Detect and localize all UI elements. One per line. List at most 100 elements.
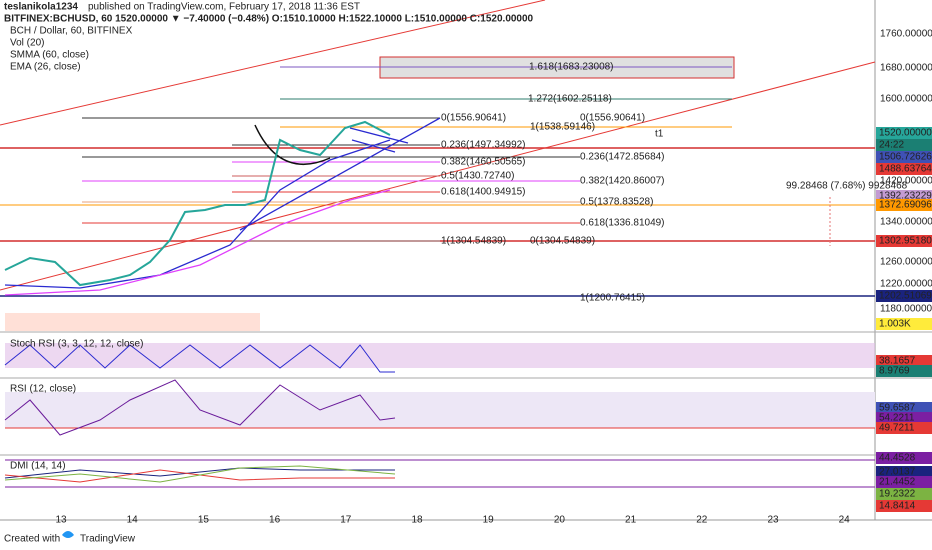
price-tag: 1488.63764 xyxy=(879,164,932,175)
fib-label: 1(1200.76415) xyxy=(580,293,645,304)
panel-title: RSI (12, close) xyxy=(10,384,76,395)
cup-drawing xyxy=(254,124,331,166)
price-label: 1260.00000 xyxy=(880,257,932,268)
dmi-adx xyxy=(4,467,395,479)
fib-label: 1(1538.59146) xyxy=(530,122,595,133)
stoch-tag-bg xyxy=(876,365,932,377)
panel-title: Stoch RSI (3, 3, 12, 12, close) xyxy=(10,339,143,350)
stoch-tag: 38.1657 xyxy=(879,356,916,367)
fib-label: 0(1556.90641) xyxy=(441,113,506,124)
price-tag-bg xyxy=(876,139,932,151)
fib-label: 1.618(1683.23008) xyxy=(529,62,614,73)
rsi-band xyxy=(5,392,875,428)
dmi-tag-bg xyxy=(876,466,932,478)
legend-item: Vol (20) xyxy=(10,38,44,49)
fib-lines xyxy=(82,66,732,242)
time-label: 24 xyxy=(839,515,851,526)
time-label: 20 xyxy=(554,515,566,526)
time-label: 16 xyxy=(269,515,281,526)
price-tag-bg xyxy=(876,318,932,330)
time-label: 13 xyxy=(55,515,67,526)
price-label: 1760.00000 xyxy=(880,29,932,40)
fib-label: 0.236(1497.34992) xyxy=(441,140,526,151)
stoch-line xyxy=(4,344,395,373)
author: teslanikola1234 xyxy=(4,2,78,13)
price-tag: 1520.00000 xyxy=(879,128,932,139)
panel-title: DMI (14, 14) xyxy=(10,461,66,472)
dmi-tag-bg xyxy=(876,476,932,488)
price-label: 1680.00000 xyxy=(880,63,932,74)
legend-item: BCH / Dollar, 60, BITFINEX xyxy=(10,26,133,37)
legend-item: EMA (26, close) xyxy=(10,62,81,73)
smma-line xyxy=(4,189,391,296)
footer-created: Created with xyxy=(4,534,60,545)
price-tag: 1372.69096 xyxy=(879,200,932,211)
price-label: 1420.00000 xyxy=(880,176,932,187)
rsi-tag: 59.6587 xyxy=(879,403,916,414)
dmi-tag-bg xyxy=(876,488,932,500)
fib-label: 0.5(1430.72740) xyxy=(441,171,514,182)
legend-item: SMMA (60, close) xyxy=(10,50,89,61)
price-label: 1600.00000 xyxy=(880,94,932,105)
fib-label: 0.382(1460.50565) xyxy=(441,157,526,168)
trend-line xyxy=(0,0,546,126)
price-tag-bg xyxy=(876,199,932,211)
price-tag-bg xyxy=(876,290,932,302)
fib-label: 0(1556.90641) xyxy=(580,113,645,124)
price-label: 1220.00000 xyxy=(880,279,932,290)
fib-label: 1(1304.54839) xyxy=(441,236,506,247)
price-tag: 1302.95180 xyxy=(879,236,932,247)
published: published on TradingView.com, February 1… xyxy=(88,2,360,13)
fib-label: 1.272(1602.25118) xyxy=(528,94,612,105)
tv-logo xyxy=(62,531,74,538)
dmi-tag: 19.2322 xyxy=(879,489,916,500)
fib-label: 0.618(1400.94915) xyxy=(441,187,526,198)
stoch-band xyxy=(5,343,875,368)
rsi-tag-bg xyxy=(876,422,932,434)
dmi-tag: 27.0137 xyxy=(879,467,916,478)
price-tag-bg xyxy=(876,151,932,163)
fib-label: 0.618(1336.81049) xyxy=(580,218,665,229)
dmi-tag: 14.8414 xyxy=(879,501,916,512)
annotation: t1 xyxy=(655,129,664,140)
dmi-tag: 21.4452 xyxy=(879,477,916,488)
rsi-tag-bg xyxy=(876,412,932,424)
price-label: 1340.00000 xyxy=(880,217,932,228)
dmi-tag-bg xyxy=(876,500,932,512)
time-label: 17 xyxy=(340,515,352,526)
footer-brand: TradingView xyxy=(80,534,136,545)
price-tag: 1202.51069 xyxy=(879,291,932,302)
time-label: 15 xyxy=(198,515,210,526)
price-tag-bg xyxy=(876,163,932,175)
price-path xyxy=(4,120,391,287)
price-tag: 1506.72626 xyxy=(879,152,932,163)
rsi-tag: 49.7211 xyxy=(879,423,915,434)
fib-label: 0.236(1472.85684) xyxy=(580,152,665,163)
dmi-plus xyxy=(4,465,396,483)
rsi-line xyxy=(4,379,396,436)
rsi-tag: 54.2211 xyxy=(879,413,915,424)
dmi-tag: 44.4528 xyxy=(879,453,916,464)
stoch-tag-bg xyxy=(876,355,932,367)
ema-line xyxy=(4,139,391,289)
dmi-tag-bg xyxy=(876,452,932,464)
quote: BITFINEX:BCHUSD, 60 1520.00000 ▼ −7.4000… xyxy=(4,14,534,25)
time-label: 18 xyxy=(411,515,423,526)
price-tag: 1.003K xyxy=(879,319,911,330)
price-label: 1180.00000 xyxy=(880,304,932,315)
volume-area xyxy=(5,313,260,331)
stoch-tag: 8.9769 xyxy=(879,366,910,377)
measure-label: 99.28468 (7.68%) 9928468 xyxy=(786,181,908,192)
time-label: 22 xyxy=(696,515,708,526)
price-tag: 1392.23229 xyxy=(879,191,932,202)
time-label: 19 xyxy=(483,515,495,526)
fib-label: 0.5(1378.83528) xyxy=(580,197,653,208)
price-tag: 24:22 xyxy=(879,140,904,151)
price-tag-bg xyxy=(876,235,932,247)
time-label: 14 xyxy=(127,515,139,526)
time-label: 23 xyxy=(767,515,779,526)
rsi-tag-bg xyxy=(876,402,932,414)
fib-label: 0(1304.54839) xyxy=(530,236,595,247)
